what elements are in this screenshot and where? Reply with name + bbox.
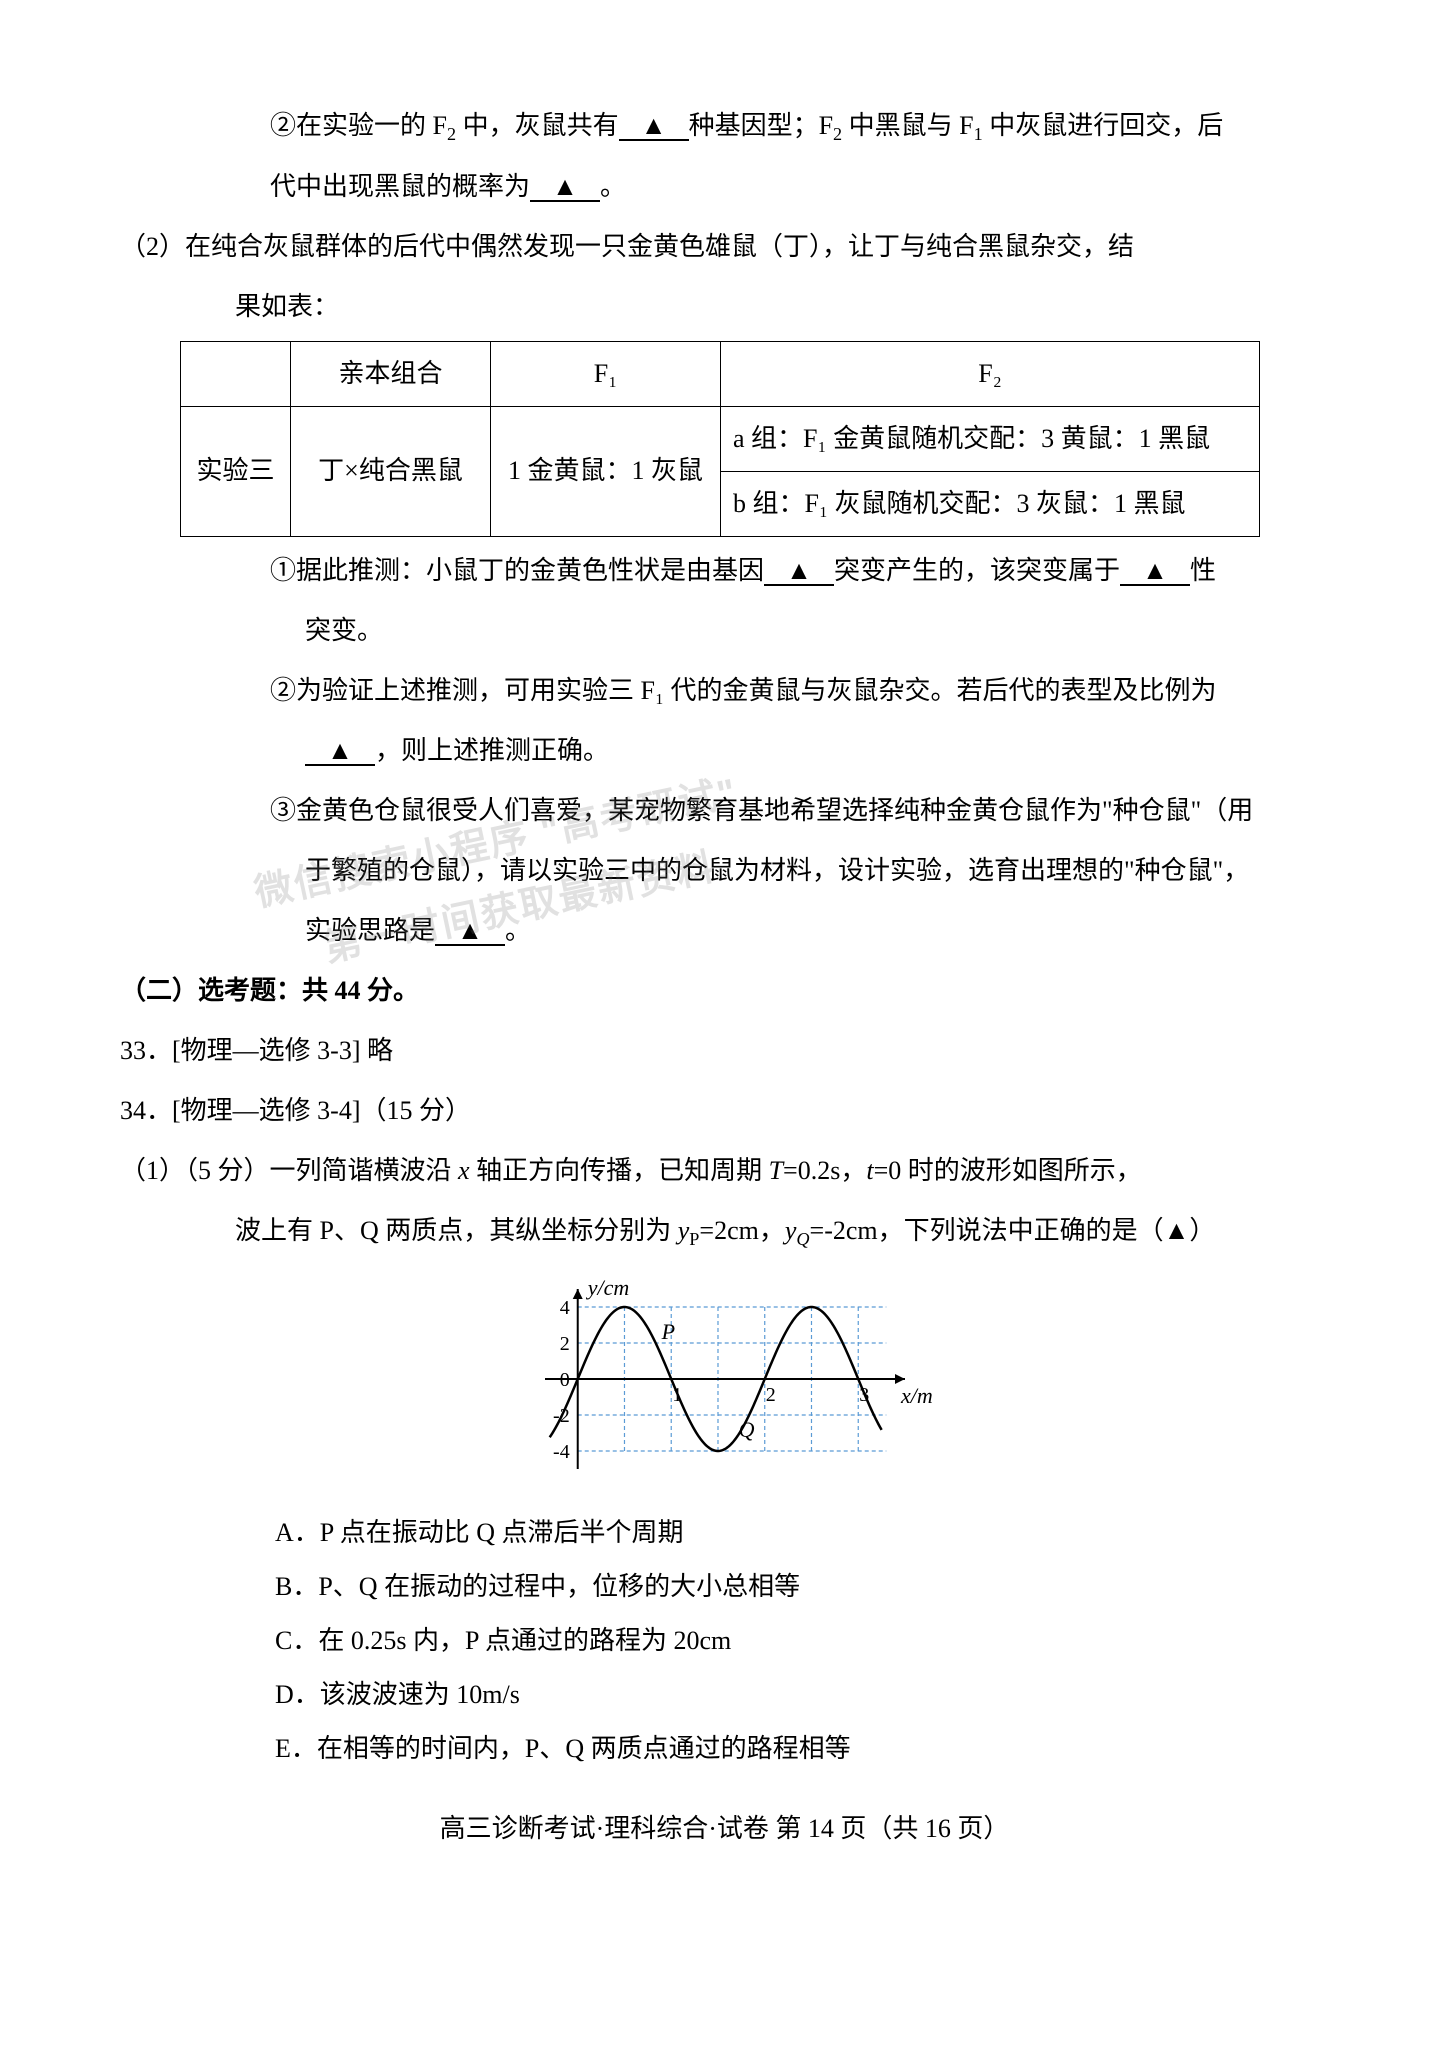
text: 突变产生的，该突变属于 [834,556,1120,585]
q2-2-intro: （2）在纯合灰鼠群体的后代中偶然发现一只金黄色雄鼠（丁），让丁与纯合黑鼠杂交，结 [120,221,1329,273]
text: 实验思路是 [305,916,435,945]
th-blank [181,341,291,406]
row-f1: 1 金黄鼠：1 灰鼠 [491,406,721,536]
sub-Q: Q [796,1229,809,1249]
choice-B: B．P、Q 在振动的过程中，位移的大小总相等 [120,1561,1329,1613]
th-f1: F₁ [491,341,721,406]
choice-D: D．该波波速为 10m/s [120,1669,1329,1721]
blank: ▲ [1120,558,1190,586]
text: ②在实验一的 F [270,111,447,140]
sub-P: P [689,1229,699,1249]
var-y: y [678,1216,690,1245]
q33: 33．[物理—选修 3-3] 略 [120,1025,1329,1077]
text: ①据此推测：小鼠丁的金黄色性状是由基因 [270,556,764,585]
svg-text:x/m: x/m [900,1383,933,1408]
svg-text:2: 2 [559,1333,569,1355]
svg-text:-2: -2 [553,1405,570,1427]
text: （1）（5 分）一列简谐横波沿 [120,1156,458,1185]
blank: ▲ [530,174,600,202]
blank: ▲ [435,918,505,946]
var-t: t [866,1156,873,1185]
q2-2-sub1-line1: ①据此推测：小鼠丁的金黄色性状是由基因▲突变产生的，该突变属于▲性 [120,545,1329,597]
choice-A: A．P 点在振动比 Q 点滞后半个周期 [120,1507,1329,1559]
text: 轴正方向传播，已知周期 [470,1156,769,1185]
q2-1-line2: 代中出现黑鼠的概率为▲。 [120,161,1329,213]
q34: 34．[物理—选修 3-4]（15 分） [120,1085,1329,1137]
q2-2-sub2-line2: ▲，则上述推测正确。 [120,725,1329,777]
svg-text:4: 4 [559,1297,569,1319]
row-f2a: a 组：F₁ 金黄鼠随机交配：3 黄鼠：1 黑鼠 [721,406,1260,471]
svg-text:2: 2 [765,1384,775,1406]
svg-text:y/cm: y/cm [585,1275,629,1300]
text: ，则上述推测正确。 [375,736,609,765]
var-x: x [458,1156,470,1185]
svg-text:-4: -4 [553,1441,570,1463]
var-T: T [769,1156,783,1185]
q2-2-sub3-line2: 于繁殖的仓鼠），请以实验三中的仓鼠为材料，设计实验，选育出理想的"种仓鼠"， [120,845,1329,897]
text: 。 [505,916,531,945]
text: 中黑鼠与 F [842,111,973,140]
svg-text:3: 3 [859,1384,869,1406]
experiment-table: 亲本组合 F₁ F₂ 实验三 丁×纯合黑鼠 1 金黄鼠：1 灰鼠 a 组：F₁ … [180,341,1260,537]
wave-chart: -4 -2 0 2 4 1 2 3 y/cm x/m P Q [490,1269,960,1489]
svg-text:0: 0 [559,1369,569,1391]
text: =2cm， [699,1216,784,1245]
q2-2-sub2-line1: ②为验证上述推测，可用实验三 F₁ 代的金黄鼠与灰鼠杂交。若后代的表型及比例为 [120,665,1329,717]
blank: ▲ [764,558,834,586]
svg-text:P: P [660,1319,674,1344]
row-label: 实验三 [181,406,291,536]
page-footer: 高三诊断考试·理科综合·试卷 第 14 页（共 16 页） [120,1803,1329,1855]
text: 中灰鼠进行回交，后 [983,111,1224,140]
svg-text:1: 1 [672,1384,682,1406]
q2-1-line1: ②在实验一的 F2 中，灰鼠共有▲种基因型；F2 中黑鼠与 F1 中灰鼠进行回交… [120,100,1329,153]
row-parents: 丁×纯合黑鼠 [291,406,491,536]
section-2-heading: （二）选考题：共 44 分。 [120,965,1329,1017]
q2-2-sub3-line1: ③金黄色仓鼠很受人们喜爱，某宠物繁育基地希望选择纯种金黄仓鼠作为"种仓鼠"（用 [120,785,1329,837]
text: 波上有 P、Q 两质点，其纵坐标分别为 [235,1216,678,1245]
q2-2-intro2: 果如表： [120,281,1329,333]
q2-2-sub1-line2: 突变。 [120,605,1329,657]
blank: ▲ [305,738,375,766]
text: =0 时的波形如图所示， [874,1156,1142,1185]
choice-E: E．在相等的时间内，P、Q 两质点通过的路程相等 [120,1723,1329,1775]
wave-chart-container: -4 -2 0 2 4 1 2 3 y/cm x/m P Q [120,1269,1329,1489]
blank: ▲ [619,113,689,141]
text: 性 [1190,556,1216,585]
text: =0.2s， [783,1156,866,1185]
choice-C: C．在 0.25s 内，P 点通过的路程为 20cm [120,1615,1329,1667]
q34-1-line2: 波上有 P、Q 两质点，其纵坐标分别为 yP=2cm，yQ=-2cm，下列说法中… [120,1205,1329,1258]
q2-2-sub3-line3: 实验思路是▲。 [120,905,1329,957]
text: =-2cm，下列说法中正确的是（▲） [810,1216,1216,1245]
svg-text:Q: Q [738,1417,754,1442]
var-y: y [785,1216,797,1245]
text: 。 [600,172,626,201]
th-parents: 亲本组合 [291,341,491,406]
q34-1-line1: （1）（5 分）一列简谐横波沿 x 轴正方向传播，已知周期 T=0.2s，t=0… [120,1145,1329,1197]
th-f2: F₂ [721,341,1260,406]
row-f2b: b 组：F₁ 灰鼠随机交配：3 灰鼠：1 黑鼠 [721,471,1260,536]
text: 中，灰鼠共有 [456,111,619,140]
text: 代中出现黑鼠的概率为 [270,172,530,201]
text: 种基因型；F [689,111,833,140]
